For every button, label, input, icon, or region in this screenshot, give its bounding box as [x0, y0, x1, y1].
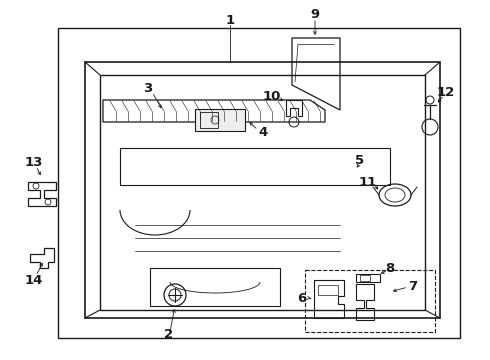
Text: 2: 2: [165, 328, 173, 342]
Text: 7: 7: [409, 279, 417, 292]
Bar: [195, 109, 245, 131]
Text: 3: 3: [144, 81, 152, 95]
Text: 1: 1: [225, 14, 235, 27]
Text: 12: 12: [437, 86, 455, 99]
Bar: [58, 28, 460, 338]
Bar: [360, 275, 370, 281]
Text: 11: 11: [359, 176, 377, 189]
Text: 8: 8: [385, 261, 394, 274]
Text: 4: 4: [258, 126, 268, 139]
Text: 10: 10: [263, 90, 281, 103]
Text: 14: 14: [25, 274, 43, 287]
Bar: [200, 112, 218, 128]
Text: 6: 6: [297, 292, 307, 305]
Text: 9: 9: [311, 8, 319, 21]
Text: 5: 5: [355, 153, 365, 166]
Bar: [318, 285, 338, 295]
Text: 13: 13: [25, 156, 43, 168]
Bar: [305, 270, 435, 332]
Bar: [150, 268, 280, 306]
